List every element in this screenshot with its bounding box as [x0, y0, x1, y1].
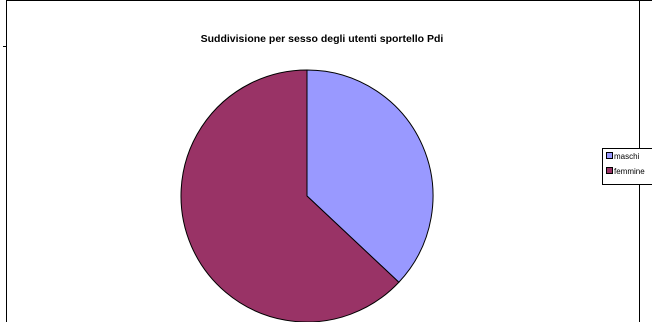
- legend-swatch-femmine: [606, 167, 613, 174]
- chart-title: Suddivisione per sesso degli utenti spor…: [201, 33, 444, 45]
- pie-slices: [180, 69, 434, 322]
- legend-swatch-maschi: [606, 152, 613, 159]
- pie-slice-femmine: [180, 69, 400, 322]
- pie-slice-maschi: [306, 69, 434, 283]
- legend-label-maschi: maschi: [614, 152, 640, 161]
- legend: maschi femmine: [602, 148, 652, 185]
- legend-label-femmine: femmine: [614, 167, 645, 176]
